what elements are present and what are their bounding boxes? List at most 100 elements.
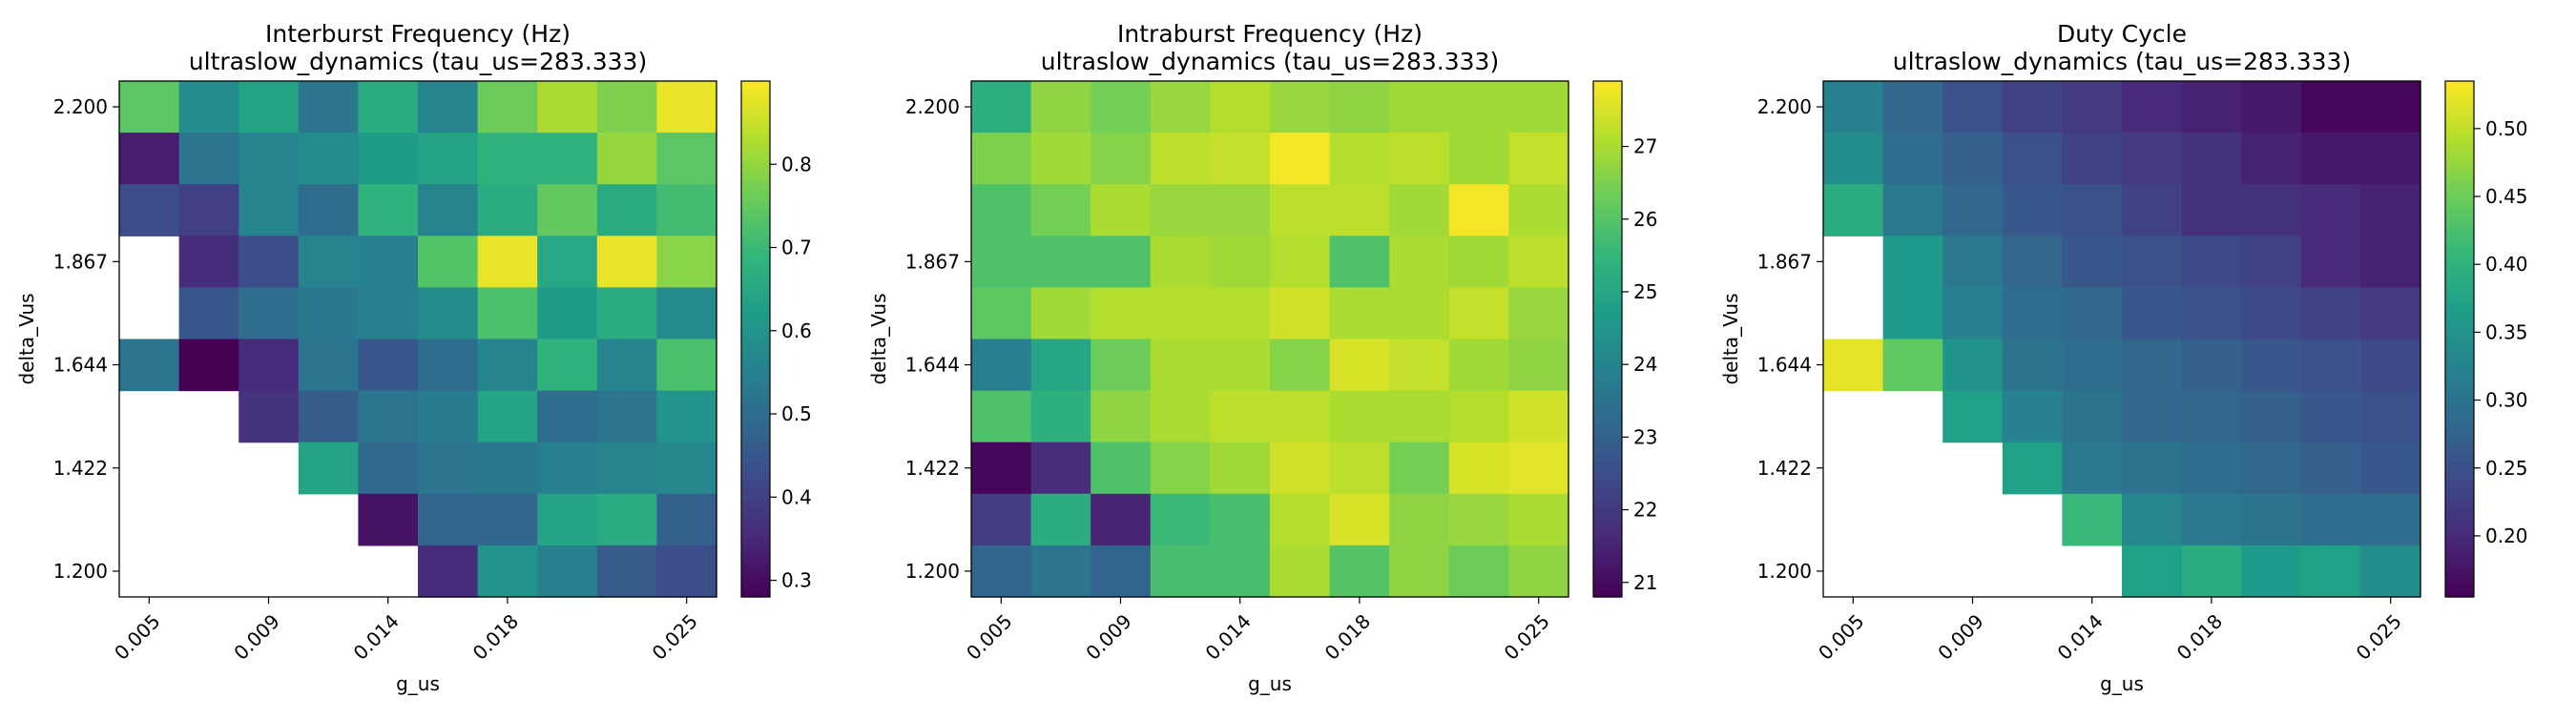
colorbar-segment — [741, 255, 770, 262]
heatmap-cell — [1329, 544, 1390, 598]
heatmap-cell — [971, 442, 1032, 495]
heatmap-cell — [1882, 133, 1943, 185]
colorbar-segment — [741, 429, 770, 437]
heatmap-cell — [1030, 493, 1091, 546]
heatmap-cell — [418, 339, 479, 392]
colorbar-segment — [1593, 81, 1622, 89]
heatmap-cell — [2241, 133, 2302, 185]
heatmap-cell — [656, 184, 717, 236]
y-tick-label: 1.867 — [53, 250, 108, 273]
heatmap-cell — [2300, 493, 2361, 546]
heatmap-cell — [2181, 339, 2242, 392]
colorbar-tick-label: 0.45 — [2485, 185, 2528, 208]
colorbar-segment — [1593, 525, 1622, 533]
heatmap-cell — [2062, 390, 2123, 443]
heatmap-cell — [2300, 133, 2361, 185]
colorbar-segment — [741, 287, 770, 295]
colorbar-segment — [741, 461, 770, 469]
colorbar-segment — [741, 481, 770, 488]
colorbar-segment — [1593, 184, 1622, 192]
y-tick-label: 1.644 — [53, 354, 108, 377]
heatmap-cell — [1329, 236, 1390, 288]
colorbar-segment — [2445, 519, 2474, 527]
heatmap-cell — [1091, 81, 1152, 134]
heatmap-cell — [656, 339, 717, 392]
colorbar-segment — [741, 442, 770, 450]
colorbar-segment — [1593, 448, 1622, 456]
heatmap-cell — [1210, 544, 1271, 598]
colorbar-segment — [2445, 87, 2474, 95]
heatmap-cell — [2360, 442, 2421, 495]
heatmap-cell — [1030, 390, 1091, 443]
heatmap-cell — [2002, 236, 2063, 288]
colorbar-segment — [2445, 152, 2474, 159]
heatmap-cell — [2360, 184, 2421, 236]
colorbar-segment — [741, 506, 770, 514]
heatmap-cell — [239, 339, 300, 392]
colorbar-segment — [2445, 126, 2474, 134]
heatmap-cell — [2300, 442, 2361, 495]
y-tick-label: 1.867 — [905, 250, 960, 273]
colorbar-segment — [741, 222, 770, 231]
colorbar-segment — [2445, 551, 2474, 560]
heatmap-cell — [2062, 184, 2123, 236]
heatmap-cell — [2300, 390, 2361, 443]
heatmap-cell — [1150, 236, 1211, 288]
colorbar-segment — [2445, 416, 2474, 424]
colorbar-segment — [741, 383, 770, 392]
x-axis-label: g_us — [2100, 672, 2144, 695]
colorbar-segment — [1593, 565, 1622, 572]
heatmap-cell — [2360, 236, 2421, 288]
colorbar-segment — [2445, 371, 2474, 379]
heatmap-cell — [1150, 493, 1211, 546]
heatmap-cell — [1270, 133, 1331, 185]
heatmap-cell — [2181, 544, 2242, 598]
colorbar-segment — [2445, 383, 2474, 392]
colorbar-tick-label: 26 — [1633, 208, 1657, 231]
heatmap-cell — [537, 390, 598, 443]
y-tick-label: 1.200 — [1757, 560, 1812, 583]
colorbar-segment — [1593, 364, 1622, 372]
heatmap-cell — [1150, 81, 1211, 134]
colorbar-segment — [741, 306, 770, 315]
heatmap-cell — [239, 133, 300, 185]
heatmap-cell — [477, 81, 538, 134]
colorbar-segment — [2445, 461, 2474, 469]
colorbar-segment — [1593, 107, 1622, 114]
colorbar-segment — [2445, 274, 2474, 282]
colorbar-segment — [1593, 138, 1622, 147]
colorbar-segment — [1593, 203, 1622, 211]
colorbar-segment — [741, 474, 770, 482]
colorbar-segment — [1593, 590, 1622, 598]
colorbar-segment — [741, 319, 770, 327]
colorbar-segment — [741, 100, 770, 108]
heatmap-cell — [1270, 544, 1331, 598]
colorbar-segment — [2445, 474, 2474, 482]
colorbar-segment — [1593, 280, 1622, 288]
colorbar-segment — [741, 299, 770, 308]
colorbar-segment — [1593, 268, 1622, 276]
heatmap-cell — [1508, 339, 1569, 392]
heatmap-cell — [418, 287, 479, 340]
heatmap-cell — [1210, 236, 1271, 288]
colorbar-segment — [1593, 383, 1622, 392]
colorbar-segment — [2445, 532, 2474, 540]
heatmap-cell — [1448, 236, 1509, 288]
colorbar-segment — [1593, 442, 1622, 450]
colorbar-segment — [2445, 133, 2474, 140]
colorbar-segment — [741, 532, 770, 540]
plot-frame — [118, 80, 717, 598]
heatmap-cell — [596, 81, 657, 134]
heatmap-cell — [1091, 442, 1152, 495]
colorbar-tick-label: 24 — [1633, 353, 1657, 376]
heatmap-cell — [2122, 442, 2183, 495]
colorbar-segment — [1593, 274, 1622, 282]
heatmap-cell — [1270, 236, 1331, 288]
colorbar-segment — [2445, 513, 2474, 521]
colorbar-segment — [2445, 448, 2474, 456]
colorbar-segment — [1593, 100, 1622, 108]
heatmap-cell — [1329, 184, 1390, 236]
heatmap-cell — [2181, 390, 2242, 443]
heatmap-cell — [1508, 236, 1569, 288]
colorbar-segment — [741, 590, 770, 598]
